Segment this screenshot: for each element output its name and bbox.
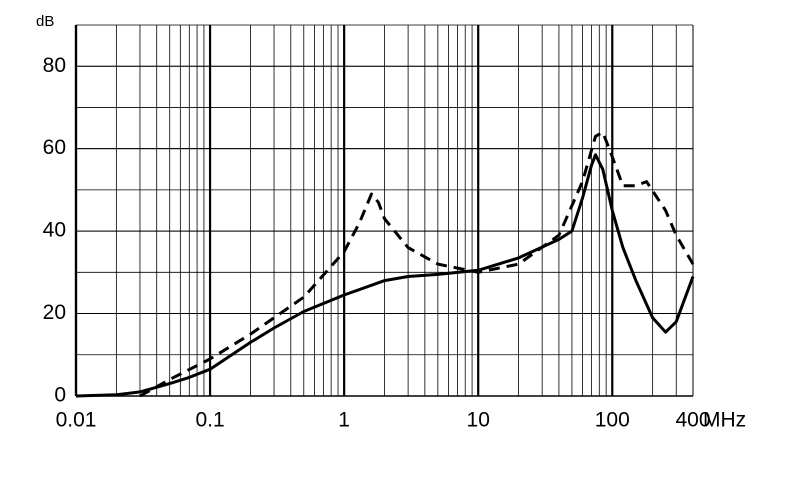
x-tick-label: 100 — [595, 409, 630, 432]
x-axis-label: MHz — [703, 409, 746, 432]
series-line — [139, 130, 695, 398]
y-tick-label: 20 — [43, 301, 66, 324]
series-line — [75, 153, 695, 398]
y-tick-label: 40 — [43, 219, 66, 242]
x-tick-label: 0.1 — [195, 409, 224, 432]
y-axis-label: dB — [36, 13, 54, 30]
y-tick-label: 0 — [54, 384, 66, 407]
x-tick-label: 0.01 — [56, 409, 97, 432]
y-tick-label: 80 — [43, 54, 66, 77]
x-tick-label: 10 — [467, 409, 490, 432]
x-tick-label: 1 — [338, 409, 350, 432]
y-tick-label: 60 — [43, 136, 66, 159]
x-tick-label: 400 — [675, 409, 710, 432]
